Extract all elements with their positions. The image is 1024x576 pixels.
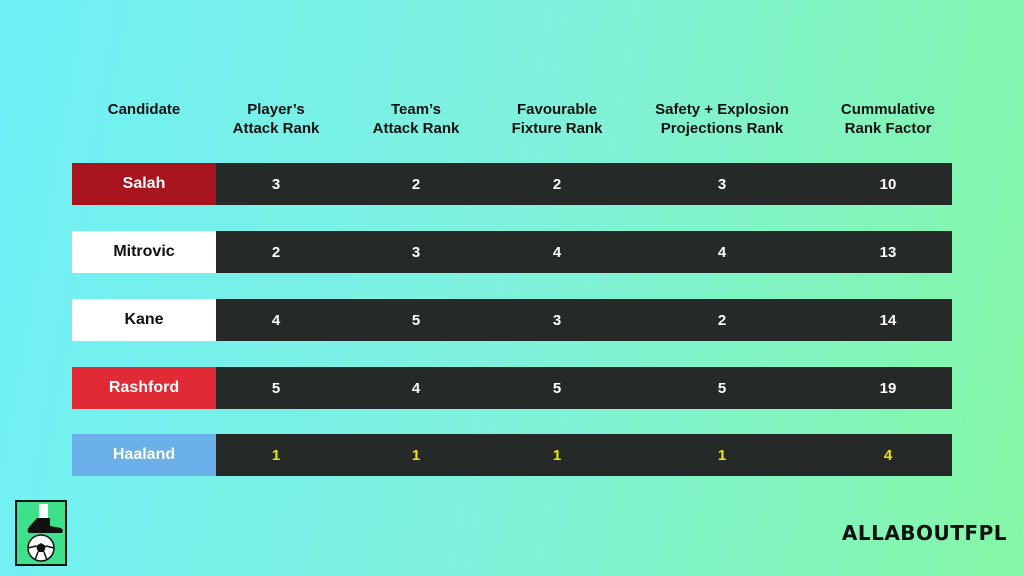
rank-value: 10 xyxy=(879,175,897,193)
column-header-line: Rank Factor xyxy=(844,120,932,137)
rank-values-bar xyxy=(216,163,952,205)
rank-values-bar xyxy=(216,434,952,476)
rank-value: 5 xyxy=(717,379,727,397)
column-header-line: Fixture Rank xyxy=(511,120,603,137)
rank-values-bar xyxy=(216,231,952,273)
column-header-5: Cummulative Rank Factor xyxy=(798,100,978,138)
boot-and-football-icon xyxy=(15,500,67,566)
rank-value: 4 xyxy=(271,311,281,329)
candidate-name: Kane xyxy=(72,299,216,341)
rank-value: 2 xyxy=(271,243,281,261)
rank-value: 19 xyxy=(879,379,897,397)
column-header-0: Candidate xyxy=(54,100,234,119)
table-header: Candidate Player’s Attack Rank Team’s Attack… xyxy=(0,0,1024,160)
table-row: Salah 3 2 2 3 10 xyxy=(72,163,952,205)
rank-value: 4 xyxy=(411,379,421,397)
column-header-line: Attack Rank xyxy=(232,120,320,137)
candidate-name: Salah xyxy=(72,163,216,205)
column-header-4: Safety + Explosion Projections Rank xyxy=(632,100,812,138)
rank-value: 5 xyxy=(271,379,281,397)
brand-wordmark: ALLABOUTFPL xyxy=(841,521,1007,545)
rank-value: 4 xyxy=(552,243,562,261)
column-header-line: Candidate xyxy=(107,101,181,118)
rank-value: 1 xyxy=(411,446,421,464)
rank-value: 4 xyxy=(883,446,893,464)
rank-value: 5 xyxy=(552,379,562,397)
column-header-line: Player’s xyxy=(247,101,305,118)
candidate-name: Haaland xyxy=(72,434,216,476)
rank-value: 14 xyxy=(879,311,897,329)
rank-value: 3 xyxy=(411,243,421,261)
column-header-1: Player’s Attack Rank xyxy=(186,100,366,138)
candidate-name: Mitrovic xyxy=(72,231,216,273)
rank-values-bar xyxy=(216,367,952,409)
rank-value: 4 xyxy=(717,243,727,261)
rank-value: 2 xyxy=(552,175,562,193)
rank-value: 5 xyxy=(411,311,421,329)
column-header-line: Team’s xyxy=(390,101,442,118)
rank-value: 3 xyxy=(717,175,727,193)
column-header-line: Favourable xyxy=(516,101,598,118)
column-header-line: Projections Rank xyxy=(660,120,784,137)
column-header-line: Cummulative xyxy=(840,101,936,118)
rank-value: 1 xyxy=(717,446,727,464)
table-row: Haaland 1 1 1 1 4 xyxy=(72,434,952,476)
rank-value: 3 xyxy=(271,175,281,193)
table-row: Kane 4 5 3 2 14 xyxy=(72,299,952,341)
rank-values-bar xyxy=(216,299,952,341)
rank-value: 2 xyxy=(411,175,421,193)
table-row: Rashford 5 4 5 5 19 xyxy=(72,367,952,409)
column-header-3: Favourable Fixture Rank xyxy=(467,100,647,138)
candidate-name: Rashford xyxy=(72,367,216,409)
rank-value: 13 xyxy=(879,243,897,261)
column-header-line: Safety + Explosion xyxy=(655,101,789,118)
rank-value: 3 xyxy=(552,311,562,329)
column-header-2: Team’s Attack Rank xyxy=(326,100,506,138)
column-header-line: Attack Rank xyxy=(372,120,460,137)
rank-value: 1 xyxy=(552,446,562,464)
rank-value: 1 xyxy=(271,446,281,464)
rank-value: 2 xyxy=(717,311,727,329)
table-row: Mitrovic 2 3 4 4 13 xyxy=(72,231,952,273)
